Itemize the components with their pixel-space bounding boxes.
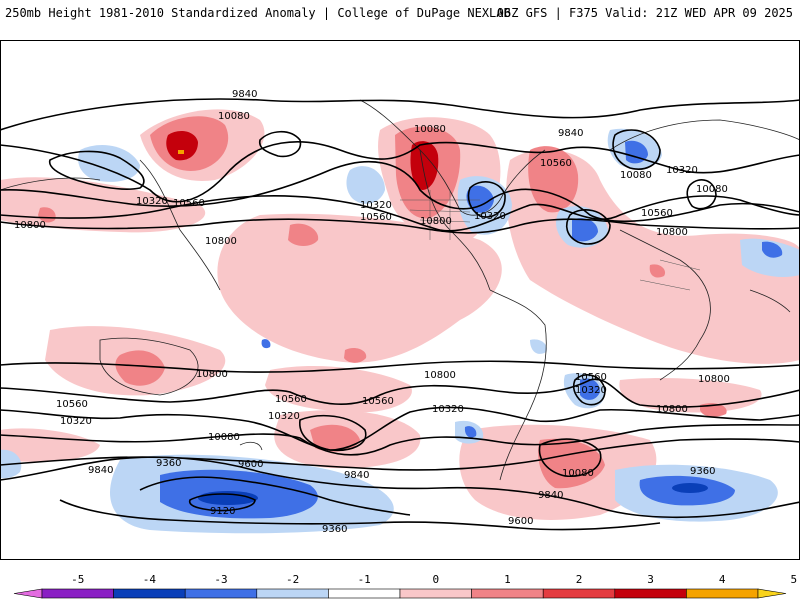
contour-label: 9840 bbox=[88, 465, 113, 476]
colorbar-tick-label: 1 bbox=[504, 573, 511, 586]
contour-label: 10800 bbox=[196, 369, 228, 380]
colorbar-swatch bbox=[542, 588, 616, 599]
positive-anomaly-peak bbox=[178, 150, 184, 154]
contour-label: 9840 bbox=[232, 89, 257, 100]
contour-label: 10560 bbox=[540, 158, 572, 169]
anomaly-map[interactable]: 9840 10080 10080 10320 10560 10800 10800… bbox=[0, 40, 800, 560]
contour-label: 9360 bbox=[156, 458, 181, 469]
contour-label: 10320 bbox=[575, 385, 607, 396]
colorbar-tick-label: -3 bbox=[214, 573, 227, 586]
contour-label: 10080 bbox=[208, 432, 240, 443]
header: 250mb Height 1981-2010 Standardized Anom… bbox=[0, 0, 800, 40]
contour-label: 10320 bbox=[360, 200, 392, 211]
contour-label: 10320 bbox=[268, 411, 300, 422]
colorbar-swatch bbox=[614, 588, 687, 599]
colorbar-swatches bbox=[13, 588, 787, 599]
contour-label: 10320 bbox=[432, 404, 464, 415]
contour-label: 9840 bbox=[558, 128, 583, 139]
contour-label: 9360 bbox=[690, 466, 715, 477]
contour-label: 10800 bbox=[420, 216, 452, 227]
contour-label: 10560 bbox=[173, 198, 205, 209]
map-title: 250mb Height 1981-2010 Standardized Anom… bbox=[5, 6, 511, 20]
contour-label: 10560 bbox=[362, 396, 394, 407]
contour-label: 10080 bbox=[414, 124, 446, 135]
contour-labels: 9840 10080 10080 10320 10560 10800 10800… bbox=[14, 89, 730, 535]
colorbar-swatch bbox=[13, 588, 43, 599]
contour-label: 9840 bbox=[538, 490, 563, 501]
contour-label: 10800 bbox=[656, 227, 688, 238]
contour-label: 10320 bbox=[666, 165, 698, 176]
colorbar-swatch bbox=[328, 588, 401, 599]
contour-label: 9120 bbox=[210, 506, 235, 517]
colorbar-swatch bbox=[757, 588, 787, 599]
contour-label: 10560 bbox=[56, 399, 88, 410]
colorbar-tick-label: 3 bbox=[647, 573, 654, 586]
contour-label: 10800 bbox=[14, 220, 46, 231]
contour-label: 10800 bbox=[656, 404, 688, 415]
colorbar-swatch bbox=[471, 588, 544, 599]
colorbar-swatch bbox=[256, 588, 329, 599]
contour-label: 10560 bbox=[575, 372, 607, 383]
contour-label: 9840 bbox=[344, 470, 369, 481]
colorbar-tick-label: 0 bbox=[432, 573, 439, 586]
contour-label: 10080 bbox=[620, 170, 652, 181]
contour-label: 9600 bbox=[238, 459, 263, 470]
contour-label: 10080 bbox=[696, 184, 728, 195]
colorbar-swatch bbox=[686, 588, 759, 599]
contour-label: 10320 bbox=[474, 211, 506, 222]
colorbar-tick-label: 5 bbox=[790, 573, 797, 586]
colorbar-tick-label: -2 bbox=[286, 573, 299, 586]
contour-label: 9360 bbox=[322, 524, 347, 535]
contour-label: 10080 bbox=[218, 111, 250, 122]
colorbar-swatch bbox=[184, 588, 258, 599]
contour-label: 10560 bbox=[641, 208, 673, 219]
contour-label: 10800 bbox=[698, 374, 730, 385]
contour-label: 10320 bbox=[60, 416, 92, 427]
contour-label: 9600 bbox=[508, 516, 533, 527]
contour-label: 10800 bbox=[205, 236, 237, 247]
colorbar-tick-label: 4 bbox=[719, 573, 726, 586]
contour-label: 10560 bbox=[275, 394, 307, 405]
positive-anomaly-medium bbox=[38, 116, 727, 489]
contour-label: 10320 bbox=[136, 196, 168, 207]
colorbar-tick-label: -5 bbox=[71, 573, 84, 586]
model-run-info: 06Z GFS | F375 Valid: 21Z WED APR 09 202… bbox=[496, 6, 793, 20]
positive-anomaly-strong bbox=[166, 130, 439, 190]
colorbar-swatch bbox=[113, 588, 186, 599]
contour-label: 10080 bbox=[562, 468, 594, 479]
colorbar-tick-label: -4 bbox=[143, 573, 157, 586]
colorbar-tick-label: -1 bbox=[358, 573, 371, 586]
colorbar-swatch bbox=[399, 588, 472, 599]
colorbar-swatch bbox=[41, 588, 114, 599]
contour-label: 10560 bbox=[360, 212, 392, 223]
colorbar: -5 -4 -3 -2 -1 0 1 2 3 4 5 bbox=[0, 562, 800, 600]
height-contours bbox=[0, 98, 800, 531]
colorbar-tick-label: 2 bbox=[576, 573, 583, 586]
colorbar-tick-labels: -5 -4 -3 -2 -1 0 1 2 3 4 5 bbox=[71, 573, 797, 586]
contour-label: 10800 bbox=[424, 370, 456, 381]
